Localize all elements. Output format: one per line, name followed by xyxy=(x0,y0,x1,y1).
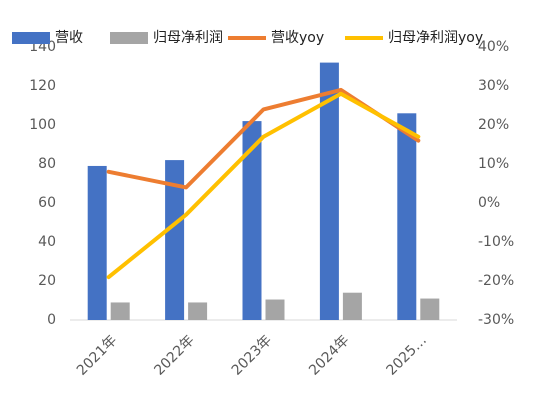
line xyxy=(106,91,421,280)
y2-tick-label: -20% xyxy=(478,273,514,289)
y2-tick-label: -30% xyxy=(478,312,514,328)
y2-tick-label: 20% xyxy=(478,117,509,133)
y-tick-label: 20 xyxy=(38,273,56,289)
legend-label: 归母净利润 xyxy=(153,29,223,46)
y-tick-label: 0 xyxy=(47,312,56,328)
bar xyxy=(265,299,285,320)
legend-swatch xyxy=(12,32,50,44)
bar xyxy=(420,298,440,320)
bar xyxy=(188,302,208,320)
y2-tick-label: 40% xyxy=(478,39,509,55)
bar xyxy=(319,62,339,320)
y2-tick-label: 0% xyxy=(478,195,500,211)
legend-swatch xyxy=(110,32,148,44)
bar xyxy=(342,292,362,320)
x-tick-label: 2024年 xyxy=(306,332,352,378)
x-tick-label: 2025… xyxy=(384,332,430,378)
bar xyxy=(397,113,417,320)
y-tick-label: 40 xyxy=(38,234,56,250)
y-tick-label: 100 xyxy=(29,117,56,133)
y2-tick-label: 30% xyxy=(478,78,509,94)
bar xyxy=(242,121,262,320)
bar xyxy=(87,165,107,320)
y2-tick-label: -10% xyxy=(478,234,514,250)
y-tick-label: 80 xyxy=(38,156,56,172)
y2-tick-label: 10% xyxy=(478,156,509,172)
bar xyxy=(165,160,185,320)
legend: 营收 归母净利润 营收yoy 归母净利润yoy xyxy=(12,29,483,46)
legend-label: 营收 xyxy=(55,30,83,46)
y-tick-label: 120 xyxy=(29,78,56,94)
legend-label: 营收yoy xyxy=(271,30,324,46)
x-tick-label: 2022年 xyxy=(151,332,197,378)
x-tick-label: 2021年 xyxy=(74,332,120,378)
y-tick-label: 60 xyxy=(38,195,56,211)
bar xyxy=(110,302,130,320)
x-tick-label: 2023年 xyxy=(229,332,275,378)
legend-label: 归母净利润yoy xyxy=(388,29,483,46)
